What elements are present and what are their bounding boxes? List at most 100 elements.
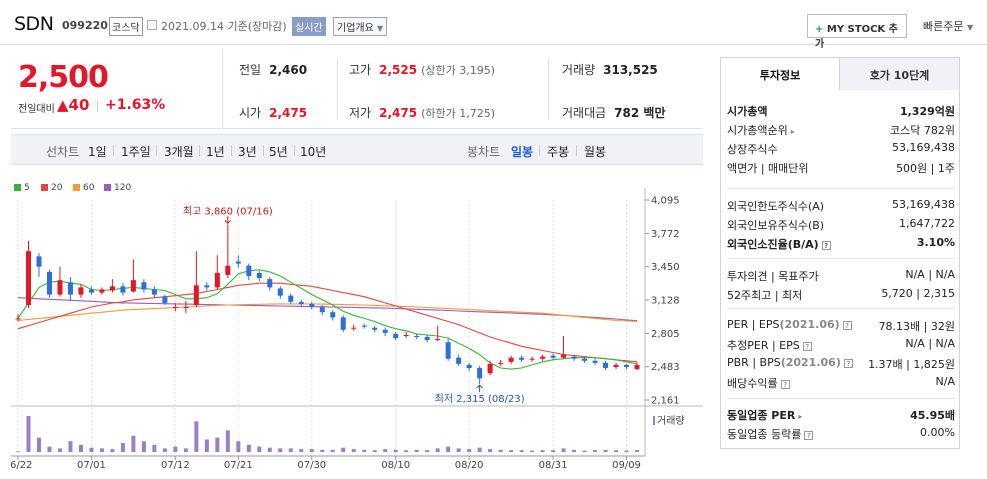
- change-label: 전일대비: [18, 104, 55, 115]
- quick-order-dropdown[interactable]: 빠른주문 ▼: [923, 18, 973, 34]
- volume-bar: [540, 450, 545, 452]
- volume-bar: [16, 451, 20, 452]
- info-row-key: 상장주식수: [727, 141, 778, 157]
- divider: [231, 145, 232, 156]
- candle-body: [78, 287, 84, 295]
- info-row-key: 투자의견 | 목표주가: [727, 268, 819, 284]
- info-row-value: 코스닥 782위: [890, 124, 955, 137]
- info-row: PER | EPS(2021.06)? 78.13배 | 32원: [727, 318, 955, 336]
- candle-body: [340, 317, 346, 330]
- candle-body: [46, 271, 52, 295]
- divider: [337, 58, 338, 120]
- volume-bar: [330, 449, 335, 452]
- info-row-key-text: 시가총액: [727, 105, 768, 118]
- y-tick-label: 3,450: [651, 262, 680, 273]
- volume-bar: [110, 449, 115, 452]
- volume-bar: [603, 449, 608, 452]
- change-value: ▲40: [57, 96, 89, 114]
- period-1w[interactable]: 1주일: [121, 145, 151, 159]
- volume-bar: [141, 441, 146, 452]
- info-row-key-text: 외국인한도주식수(A): [727, 200, 825, 213]
- divider: [539, 145, 540, 156]
- info-row-value: 45.95배: [910, 409, 955, 422]
- min-annotation: 최저 2,315 (08/23): [435, 393, 525, 405]
- y-tick-label: 2,483: [651, 362, 680, 373]
- help-icon[interactable]: ?: [804, 431, 814, 440]
- chevron-down-icon: ▼: [966, 23, 974, 32]
- realtime-button[interactable]: 실시간: [292, 17, 326, 36]
- tab-order-book[interactable]: 호가 10단계: [840, 58, 959, 90]
- volume-bar: [257, 446, 262, 452]
- period-weekly[interactable]: 주봉: [547, 145, 570, 159]
- help-icon[interactable]: ?: [842, 321, 852, 330]
- ma20-line: [17, 282, 638, 363]
- candle-body: [435, 339, 441, 341]
- candle-body: [487, 363, 493, 374]
- candle-body: [529, 358, 535, 360]
- candle-body: [256, 272, 262, 279]
- candle-body: [36, 256, 42, 267]
- period-3y[interactable]: 3년: [238, 145, 257, 159]
- info-row[interactable]: 시가총액순위 ▸ 코스닥 782위: [727, 122, 955, 140]
- period-1d[interactable]: 1일: [88, 145, 107, 159]
- ma60-line: [17, 303, 638, 323]
- period-10y[interactable]: 10년: [300, 145, 327, 159]
- info-row-key: 시가총액: [727, 103, 767, 119]
- volume-bar: [509, 450, 514, 452]
- help-icon[interactable]: ?: [780, 380, 790, 389]
- my-stock-add-button[interactable]: + MY STOCK 추가: [807, 14, 907, 50]
- help-icon[interactable]: ?: [802, 342, 812, 351]
- divider: [294, 145, 295, 156]
- volume-bar: [299, 449, 304, 452]
- candle-body: [319, 307, 325, 313]
- volume-bar: [498, 449, 503, 452]
- period-daily[interactable]: 일봉: [511, 145, 534, 159]
- help-icon[interactable]: ?: [843, 359, 853, 368]
- volume-bar: [635, 450, 639, 452]
- divider: [548, 58, 549, 120]
- open-label: 시가: [239, 106, 262, 120]
- info-row-value: 1,647,722: [899, 217, 955, 230]
- candle-body: [508, 357, 514, 362]
- candle-body: [267, 279, 273, 288]
- period-1y[interactable]: 1년: [206, 145, 225, 159]
- candle-body: [88, 289, 94, 293]
- line-chart-label: 선차트: [46, 145, 80, 159]
- candle-body: [172, 307, 178, 309]
- tab-investment-info[interactable]: 투자정보: [721, 58, 840, 90]
- info-row[interactable]: 동일업종 PER ▸ 45.95배: [727, 407, 955, 425]
- period-monthly[interactable]: 월봉: [584, 145, 607, 159]
- chart-period-bar: 선차트 1일 1주일 3개월 1년 3년 5년 10년 봉차트 일봉 주봉 월봉: [11, 134, 703, 165]
- candle-body: [634, 364, 640, 370]
- open-price: 시가 2,475: [239, 104, 307, 121]
- upper-limit: (상한가 3,195): [421, 64, 495, 77]
- volume-bar: [414, 449, 419, 452]
- candle-body: [393, 333, 399, 339]
- volume-bar: [456, 448, 461, 452]
- info-row: 상장주식수 53,169,438: [727, 141, 955, 159]
- volume-bar: [215, 437, 220, 452]
- info-row-key: 동일업종 등락률?: [727, 426, 814, 442]
- volume-bar: [131, 435, 136, 452]
- volume-bar: [278, 448, 283, 452]
- candle-body: [225, 265, 231, 275]
- info-row-key: PER | EPS(2021.06)?: [727, 318, 852, 331]
- candle-body: [424, 337, 430, 341]
- volume-bar: [120, 443, 125, 452]
- volume-bar: [467, 449, 472, 452]
- company-overview-dropdown[interactable]: 기업개요 ▼: [333, 17, 388, 36]
- stock-chart[interactable]: 06/22 07/01 07/12 07/21 07/30 08/10 08/20 08/31…: [11, 178, 703, 479]
- info-row-value: 53,169,438: [892, 141, 955, 154]
- info-row-key-text: PBR | BPS: [727, 356, 781, 369]
- help-icon[interactable]: ?: [821, 241, 831, 250]
- period-3m[interactable]: 3개월: [164, 145, 194, 159]
- volume-bar: [614, 450, 619, 452]
- info-row-key: 배당수익률?: [727, 375, 790, 391]
- period-5y[interactable]: 5년: [269, 145, 288, 159]
- candle-body: [498, 362, 504, 364]
- prev-close: 전일 2,460: [239, 61, 307, 78]
- info-row-key-text: 동일업종 PER: [727, 409, 796, 422]
- x-tick-label: 07/21: [224, 460, 253, 471]
- max-annotation: 최고 3,860 (07/16): [183, 205, 273, 217]
- volume-bar: [57, 448, 62, 452]
